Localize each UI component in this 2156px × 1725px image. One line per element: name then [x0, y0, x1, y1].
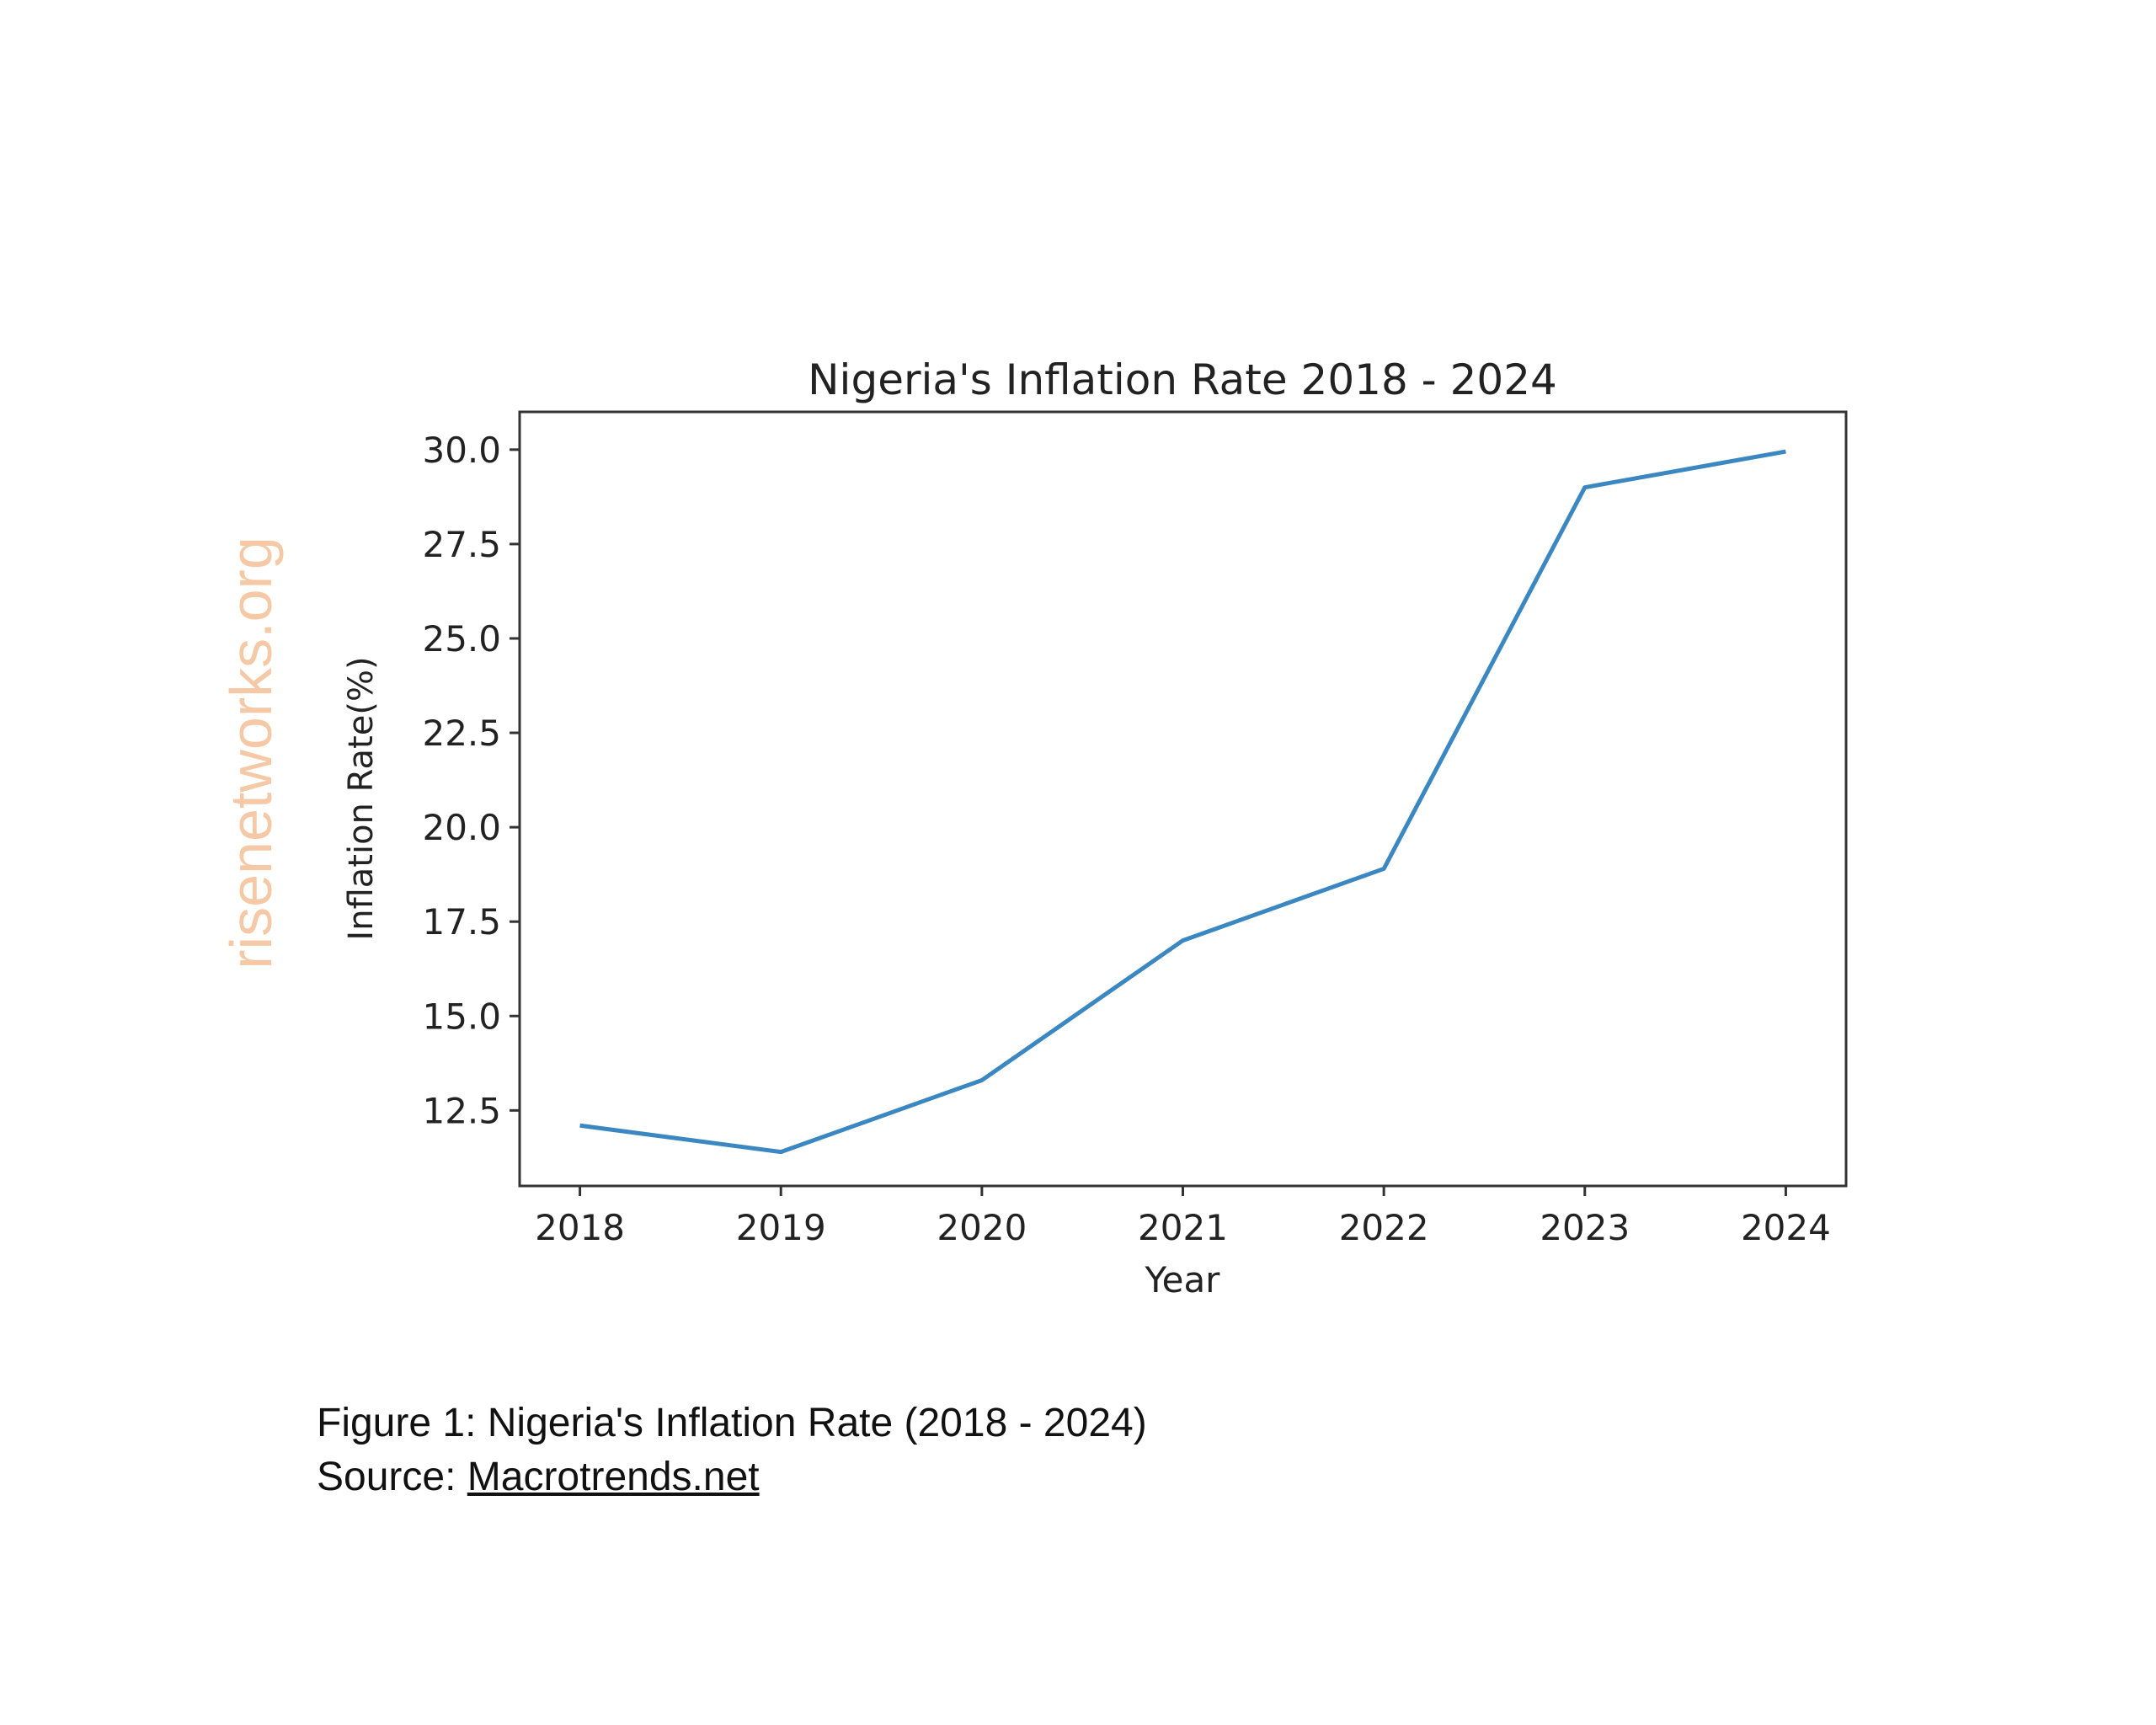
- y-tick-label: 17.5: [422, 901, 501, 943]
- y-tick-label: 15.0: [422, 996, 501, 1037]
- x-tick-label: 2023: [1540, 1207, 1630, 1248]
- source-link[interactable]: Macrotrends.net: [467, 1455, 760, 1499]
- source-line: Source: Macrotrends.net: [317, 1454, 760, 1500]
- y-tick-label: 22.5: [422, 713, 501, 754]
- chart-title: Nigeria's Inflation Rate 2018 - 2024: [808, 355, 1557, 404]
- x-tick-label: 2022: [1339, 1207, 1429, 1248]
- y-tick-label: 20.0: [422, 807, 501, 848]
- y-tick-label: 27.5: [422, 524, 501, 565]
- figure-caption: Figure 1: Nigeria's Inflation Rate (2018…: [317, 1401, 1147, 1445]
- x-axis-label: Year: [1145, 1259, 1221, 1300]
- x-tick-label: 2021: [1138, 1207, 1228, 1248]
- series-line: [579, 449, 1786, 1155]
- y-tick-label: 25.0: [422, 618, 501, 660]
- plot-frame: [518, 410, 1848, 1188]
- x-tick-label: 2018: [535, 1207, 625, 1248]
- y-axis-label: Inflation Rate(%): [342, 656, 381, 940]
- y-tick-label: 30.0: [422, 430, 501, 471]
- watermark: risenetworks.org: [218, 537, 284, 969]
- x-tick-label: 2020: [937, 1207, 1027, 1248]
- x-tick-label: 2024: [1741, 1207, 1831, 1248]
- x-tick-label: 2019: [736, 1207, 826, 1248]
- y-tick-label: 12.5: [422, 1090, 501, 1131]
- source-label: Source:: [317, 1455, 467, 1499]
